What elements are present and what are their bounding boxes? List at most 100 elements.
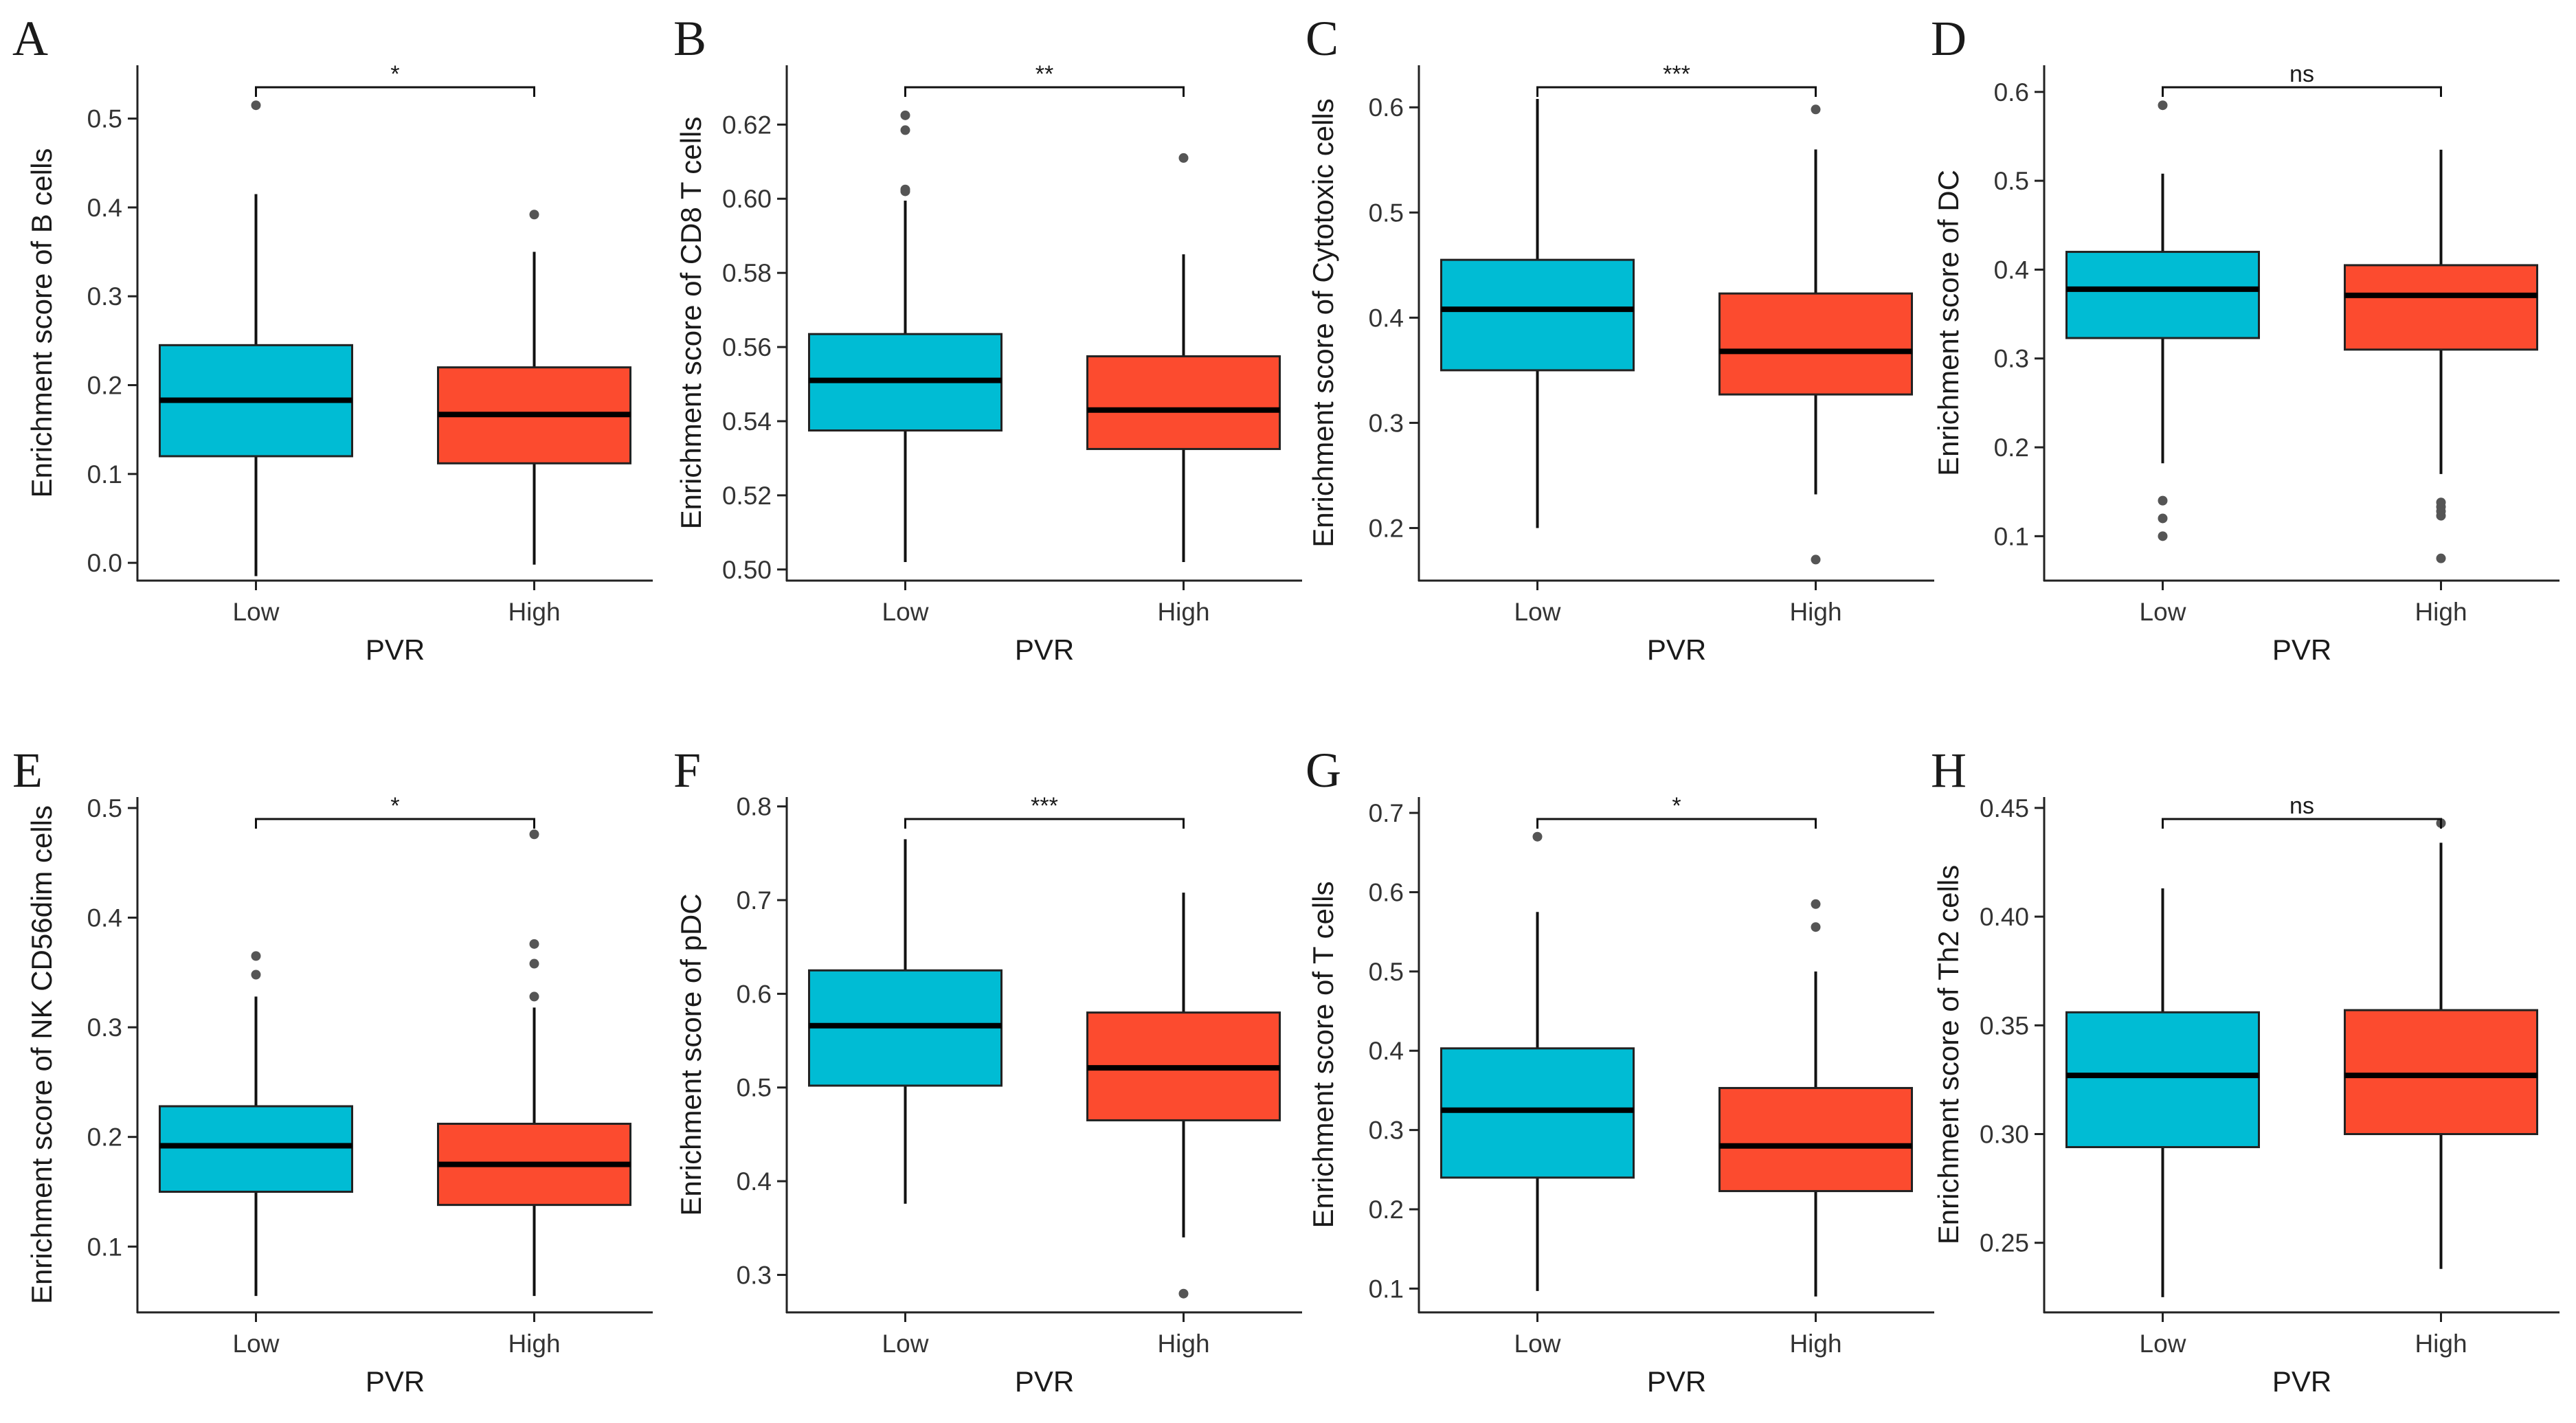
x-axis-title: PVR xyxy=(366,634,425,666)
outlier-point xyxy=(2158,531,2168,541)
significance-bracket xyxy=(2162,818,2442,829)
y-tick-label: 0.4 xyxy=(1369,304,1404,332)
significance-bracket xyxy=(255,86,535,97)
outlier-point xyxy=(1178,1288,1189,1299)
x-tick-label: High xyxy=(1789,598,1841,626)
outlier-point xyxy=(1532,831,1543,842)
outlier-point xyxy=(2436,553,2446,563)
y-tick-label: 0.6 xyxy=(1369,93,1404,122)
x-tick-label: High xyxy=(1157,1330,1209,1358)
box-high xyxy=(437,210,631,565)
y-tick-label: 0.52 xyxy=(722,482,772,510)
outlier-point xyxy=(529,829,539,840)
outlier-point xyxy=(251,951,261,961)
y-tick-label: 0.0 xyxy=(87,549,122,577)
x-tick-label: High xyxy=(1157,598,1209,626)
outlier-point xyxy=(2158,100,2168,111)
box-high xyxy=(1718,899,1913,1297)
significance-label: ns xyxy=(2289,61,2314,87)
box-high xyxy=(2344,818,2538,1269)
y-tick-label: 0.5 xyxy=(87,794,122,822)
y-tick-label: 0.5 xyxy=(87,105,122,133)
x-axis-title: PVR xyxy=(366,1365,425,1398)
significance-bracket xyxy=(1536,86,1817,97)
box-low xyxy=(808,839,1003,1204)
y-tick-label: 0.30 xyxy=(1980,1121,2029,1149)
box-iqr xyxy=(1440,258,1635,372)
box-low xyxy=(808,110,1003,563)
y-tick-label: 0.2 xyxy=(1369,1196,1404,1224)
y-tick-label: 0.60 xyxy=(722,185,772,213)
y-tick-label: 0.4 xyxy=(1369,1037,1404,1065)
y-tick-label: 0.5 xyxy=(737,1074,772,1102)
y-tick-label: 0.1 xyxy=(87,1233,122,1261)
y-tick-label: 0.2 xyxy=(1369,514,1404,542)
box-high xyxy=(1718,104,1913,565)
significance-bracket xyxy=(1536,818,1817,829)
y-tick-label: 0.56 xyxy=(722,333,772,361)
box-iqr xyxy=(1718,1086,1913,1192)
box-low xyxy=(2065,888,2260,1297)
y-tick-label: 0.3 xyxy=(87,282,122,311)
outlier-point xyxy=(529,959,539,969)
box-iqr xyxy=(159,1105,353,1193)
y-tick-label: 0.2 xyxy=(87,372,122,400)
box-high xyxy=(437,829,631,1297)
outlier-point xyxy=(1811,104,1821,115)
y-tick-label: 0.3 xyxy=(87,1013,122,1042)
y-tick-label: 0.54 xyxy=(722,407,772,436)
y-axis-title: Enrichment score of NK CD56dim cells xyxy=(25,805,58,1304)
panel-g: G 0.1 0.2 0.3 0.4 0.5 0.6 0.7 Low High * PVR Enrichm… xyxy=(1306,743,1934,1398)
y-tick-label: 0.1 xyxy=(1994,522,2029,550)
x-tick-label: Low xyxy=(2140,598,2186,626)
significance-label: * xyxy=(1672,793,1681,819)
y-tick-label: 0.5 xyxy=(1369,199,1404,227)
significance-bracket xyxy=(904,86,1185,97)
box-low xyxy=(2065,100,2260,541)
y-axis-title: Enrichment score of T cells xyxy=(1307,882,1339,1229)
x-tick-label: Low xyxy=(233,1330,280,1358)
significance-label: * xyxy=(390,61,399,87)
panel-f: F 0.3 0.4 0.5 0.6 0.7 0.8 Low High *** PVR Enrichme… xyxy=(673,743,1302,1398)
outlier-point xyxy=(529,210,539,220)
y-tick-label: 0.6 xyxy=(1369,878,1404,906)
y-tick-label: 0.2 xyxy=(87,1123,122,1152)
x-tick-label: Low xyxy=(882,1330,929,1358)
panel-letter-a: A xyxy=(12,11,48,66)
x-tick-label: High xyxy=(2415,1330,2467,1358)
box-high xyxy=(1086,153,1281,563)
y-tick-label: 0.8 xyxy=(737,793,772,821)
x-axis-title: PVR xyxy=(1015,1365,1074,1398)
outlier-point xyxy=(900,125,910,135)
y-tick-label: 0.6 xyxy=(1994,78,2029,107)
y-tick-label: 0.25 xyxy=(1980,1229,2029,1257)
y-tick-label: 0.3 xyxy=(737,1261,772,1289)
panel-letter-f: F xyxy=(673,743,701,798)
x-tick-label: High xyxy=(508,598,560,626)
y-tick-label: 0.3 xyxy=(1994,345,2029,373)
outlier-point xyxy=(1811,899,1821,909)
box-iqr xyxy=(2065,251,2260,339)
box-low xyxy=(159,100,353,576)
y-tick-label: 0.40 xyxy=(1980,903,2029,931)
significance-label: *** xyxy=(1031,793,1058,819)
outlier-point xyxy=(529,939,539,949)
outlier-point xyxy=(900,110,910,120)
y-axis-title: Enrichment score of CD8 T cells xyxy=(675,117,707,530)
box-low xyxy=(1440,831,1635,1291)
y-tick-label: 0.2 xyxy=(1994,434,2029,462)
x-tick-label: Low xyxy=(2140,1330,2186,1358)
outlier-point xyxy=(1811,554,1821,565)
panel-c: C 0.2 0.3 0.4 0.5 0.6 Low High *** PVR Enrichment … xyxy=(1306,11,1934,666)
panel-b: B 0.50 0.52 0.54 0.56 0.58 0.60 0.62 Low High ** PV… xyxy=(673,11,1302,666)
x-axis-title: PVR xyxy=(2272,634,2331,666)
panel-letter-e: E xyxy=(12,743,43,798)
x-axis-title: PVR xyxy=(1015,634,1074,666)
y-tick-label: 0.50 xyxy=(722,556,772,584)
y-tick-label: 0.62 xyxy=(722,111,772,139)
significance-label: ns xyxy=(2289,793,2314,819)
y-tick-label: 0.45 xyxy=(1980,794,2029,822)
y-tick-label: 0.35 xyxy=(1980,1011,2029,1040)
box-low xyxy=(1440,98,1635,528)
